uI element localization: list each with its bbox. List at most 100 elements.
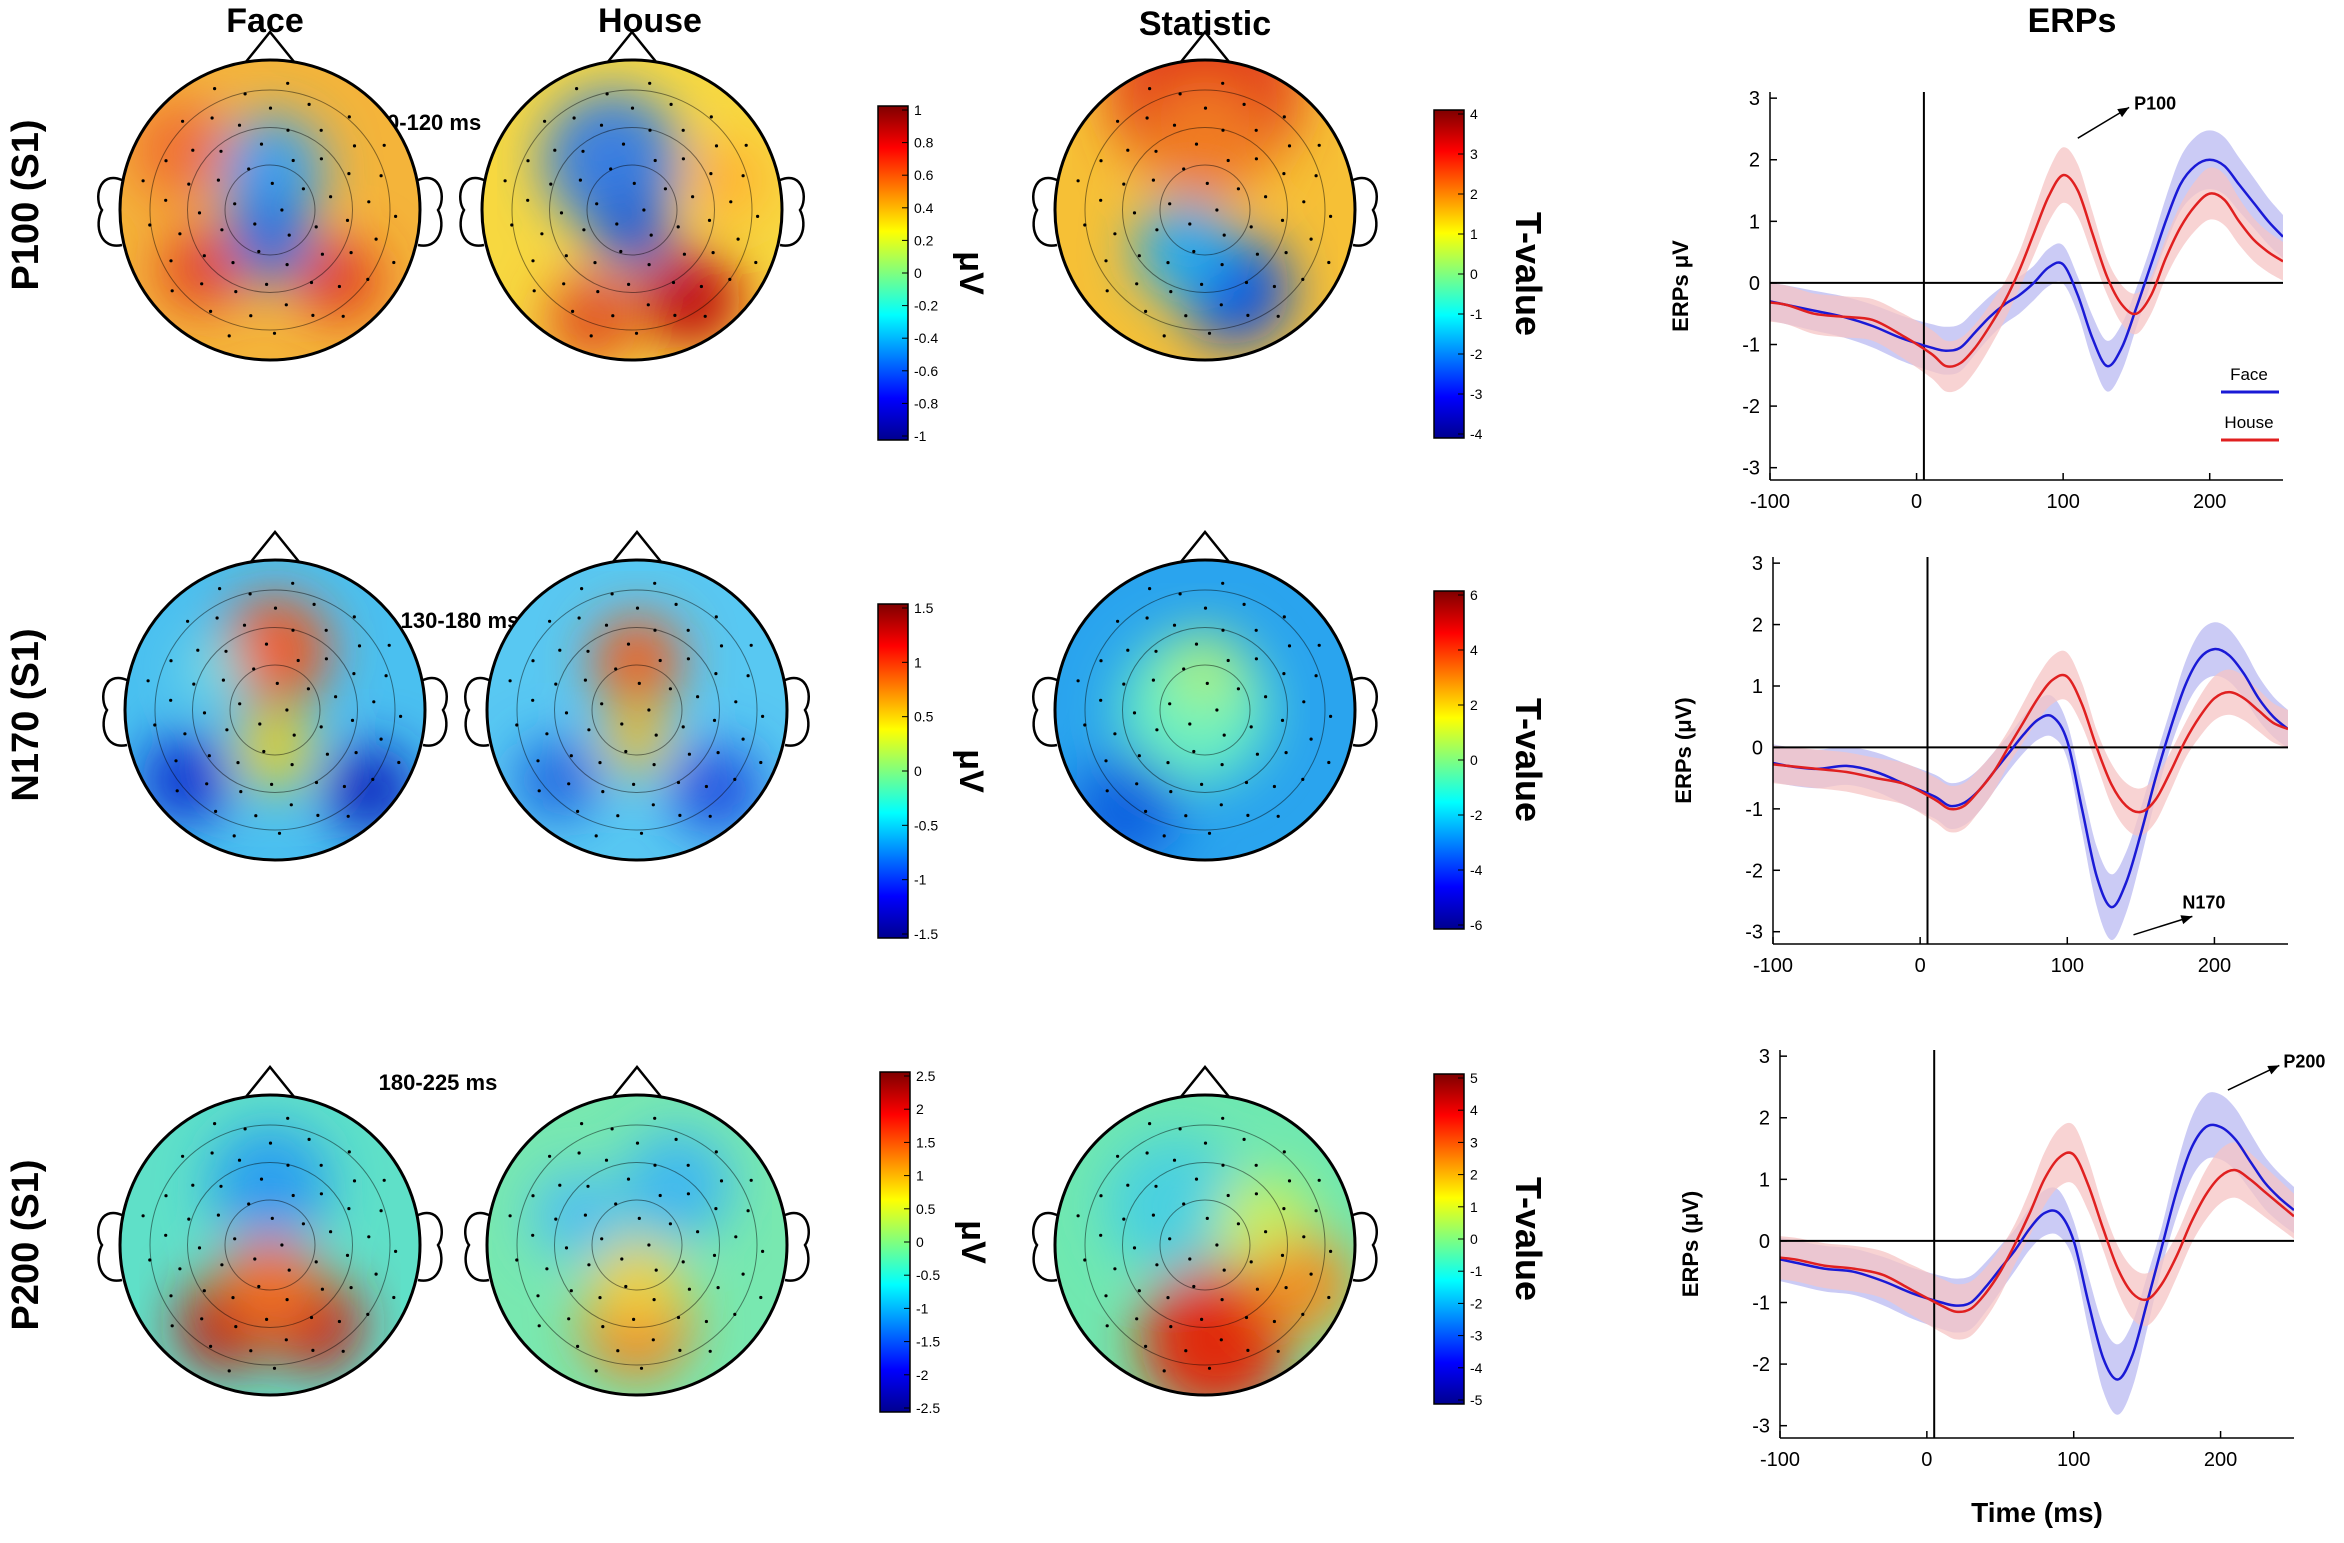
- nose-outline: [1179, 530, 1231, 564]
- y-tick-label: -3: [1742, 458, 1760, 480]
- colorbar-unit-label: μV: [952, 749, 990, 793]
- colorbar-tick-label: 1: [1470, 1199, 1478, 1215]
- row-label-n170: N170 (S1): [5, 628, 47, 801]
- peak-annotation: P100: [2077, 93, 2176, 139]
- arrow-head-icon: [2267, 1065, 2280, 1075]
- colorbar-tick-label: 3: [1470, 1134, 1478, 1150]
- right-ear-outline: [784, 676, 810, 747]
- right-ear-outline: [784, 1211, 810, 1282]
- left-ear-outline: [464, 1211, 490, 1282]
- colorbar-tick-label: -0.5: [914, 817, 938, 833]
- peak-annotation: P200: [2227, 1051, 2325, 1091]
- house-confidence-band: [1770, 147, 2283, 393]
- head-outline: [485, 1093, 789, 1397]
- colorbar-tick-label: 2: [1470, 186, 1478, 202]
- x-tick-label: 200: [2204, 1449, 2237, 1471]
- colorbar-tick-label: -3: [1470, 386, 1483, 402]
- row-label-p200: P200 (S1): [5, 1159, 47, 1330]
- y-tick-label: -2: [1752, 1354, 1770, 1376]
- x-tick-label: 100: [2046, 491, 2079, 513]
- head-outline: [485, 558, 789, 862]
- colorbar-tick-label: -1: [914, 872, 927, 888]
- house-erp-line: [1773, 673, 2288, 814]
- x-tick-label: 100: [2051, 955, 2084, 977]
- y-tick-label: 2: [1752, 615, 1763, 637]
- head-outline: [118, 1093, 422, 1397]
- y-tick-label: 1: [1752, 676, 1763, 698]
- x-tick-label: 0: [1915, 955, 1926, 977]
- y-tick-label: -1: [1745, 799, 1763, 821]
- column-title-erps: ERPs: [2028, 2, 2117, 40]
- colorbar-tick-label: -5: [1470, 1392, 1483, 1408]
- topomap-stat-p200: [1032, 1065, 1378, 1397]
- colorbar-unit-label: T-value: [1508, 1177, 1549, 1301]
- peak-annotation: N170: [2133, 892, 2225, 936]
- y-tick-label: 3: [1752, 553, 1763, 575]
- y-tick-label: -3: [1752, 1416, 1770, 1438]
- colorbar-tick-label: -4: [1470, 1360, 1483, 1376]
- colorbar-tick-label: 0.5: [916, 1201, 936, 1217]
- colorbar-unit-label: μV: [952, 251, 990, 295]
- nose-outline: [606, 30, 658, 64]
- colorbar-tick-label: -0.2: [914, 298, 938, 314]
- face-confidence-band: [1780, 1092, 2294, 1415]
- colorbar-p100-uv: 1 0.8 0.6 0.4 0.2 0 -0.2 -0.4 -0.6 -0.8 -1 μV: [877, 102, 990, 444]
- right-ear-outline: [417, 1211, 443, 1282]
- y-tick-label: 0: [1749, 273, 1760, 295]
- colorbar-tick-label: 4: [1470, 106, 1478, 122]
- time-window-p200: 180-225 ms: [379, 1070, 498, 1095]
- x-tick-label: 200: [2198, 955, 2231, 977]
- colorbar-tick-label: 1: [1470, 226, 1478, 242]
- peak-label: P200: [2283, 1051, 2325, 1071]
- house-confidence-band: [1780, 1122, 2294, 1340]
- nose-outline: [611, 530, 663, 564]
- left-ear-outline: [1032, 176, 1058, 247]
- y-axis-label: ERPs (μV): [1671, 697, 1696, 803]
- x-tick-label: 100: [2057, 1449, 2090, 1471]
- colorbar-tick-label: 0: [916, 1234, 924, 1250]
- colorbar-tick-label: -2: [1470, 346, 1483, 362]
- colorbar-unit-label: T-value: [1508, 212, 1549, 336]
- colorbar-tick-label: 3: [1470, 146, 1478, 162]
- colorbar-tick-label: 2.5: [916, 1068, 936, 1084]
- nose-outline: [244, 30, 296, 64]
- y-tick-label: -1: [1742, 335, 1760, 357]
- colorbar-tick-label: -0.5: [916, 1267, 940, 1283]
- y-tick-label: 2: [1759, 1108, 1770, 1130]
- face-erp-line: [1780, 1123, 2294, 1381]
- colorbar-n170-uv: 1.5 1 0.5 0 -0.5 -1 -1.5 μV: [877, 600, 990, 942]
- y-tick-label: -2: [1745, 860, 1763, 882]
- peak-label: N170: [2182, 892, 2225, 912]
- colorbar-n170-t: 6 4 2 0 -2 -4 -6 T-value: [1433, 587, 1549, 933]
- column-title-statistic: Statistic: [1139, 5, 1271, 43]
- y-tick-label: -3: [1745, 922, 1763, 944]
- y-tick-label: 1: [1749, 211, 1760, 233]
- colorbar-tick-label: 0: [1470, 1231, 1478, 1247]
- erp-chart-2: 3 2 1 0 -1 -2 -3 -100 0 100 200 ERPs (μV) N170: [1671, 553, 2288, 977]
- y-tick-label: 2: [1749, 150, 1760, 172]
- legend-label-house: House: [2224, 413, 2273, 432]
- nose-outline: [249, 530, 301, 564]
- colorbar-tick-label: 5: [1470, 1070, 1478, 1086]
- head-outline: [480, 58, 784, 362]
- nose-outline: [1179, 30, 1231, 64]
- y-tick-label: 1: [1759, 1169, 1770, 1191]
- right-ear-outline: [1352, 676, 1378, 747]
- colorbar-tick-label: 0.5: [914, 709, 934, 725]
- colorbar-tick-label: 1.5: [914, 600, 934, 616]
- left-ear-outline: [1032, 676, 1058, 747]
- nose-outline: [611, 1065, 663, 1099]
- y-axis-label: ERPs (μV): [1678, 1191, 1703, 1297]
- colorbar-tick-label: 2: [916, 1101, 924, 1117]
- colorbar-tick-label: -2: [1470, 807, 1483, 823]
- colorbar-tick-label: 0.2: [914, 232, 934, 248]
- topomap-p200-house: [464, 1065, 810, 1397]
- colorbar-tick-label: -2: [1470, 1295, 1483, 1311]
- head-outline: [1053, 1093, 1357, 1397]
- colorbar-tick-label: -0.8: [914, 395, 938, 411]
- colorbar-tick-label: 0.8: [914, 135, 934, 151]
- x-tick-label: -100: [1750, 491, 1790, 513]
- colorbar-tick-label: -0.4: [914, 330, 938, 346]
- x-tick-label: 0: [1911, 491, 1922, 513]
- right-ear-outline: [417, 176, 443, 247]
